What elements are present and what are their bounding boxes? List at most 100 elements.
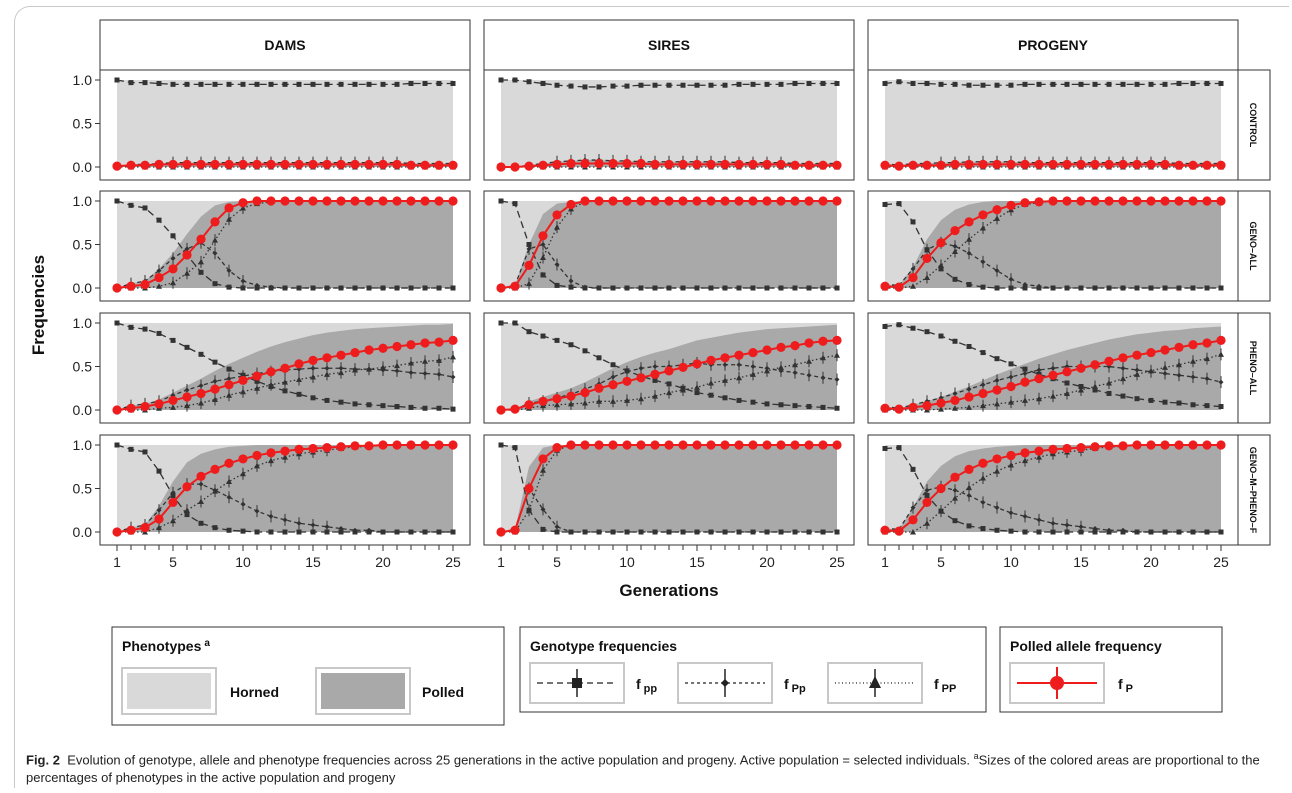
- x-tick-label-dams-25: 25: [445, 554, 461, 570]
- fP-point-pheno-all-progeny-17: [1118, 353, 1128, 363]
- fPp-point-geno-m-pheno-f-progeny-13: [1064, 522, 1070, 528]
- fP-point-pheno-all-sires-19: [762, 345, 772, 355]
- fP-point-geno-all-progeny-19: [1146, 196, 1156, 206]
- fpp-point-geno-all-progeny-0: [882, 201, 888, 207]
- fPp-point-pheno-all-dams-24: [450, 374, 456, 380]
- fpp-point-geno-all-progeny-10: [1022, 285, 1028, 291]
- fP-point-geno-all-sires-1: [510, 281, 520, 291]
- fP-point-control-progeny-2: [908, 160, 918, 170]
- fPp-point-geno-all-progeny-9: [1008, 276, 1014, 282]
- x-tick-label-sires-20: 20: [759, 554, 775, 570]
- fPP-point-pheno-all-dams-8: [226, 392, 232, 398]
- fPp-point-geno-m-pheno-f-dams-22: [422, 529, 428, 535]
- fPp-point-geno-all-progeny-2: [910, 266, 916, 272]
- horned-area-control-sires: [501, 80, 837, 167]
- fpp-point-control-dams-15: [324, 81, 330, 87]
- fP-point-geno-all-dams-22: [420, 196, 430, 206]
- fPp-point-pheno-all-sires-11: [652, 364, 658, 369]
- svg-text:fP: fP: [1118, 676, 1133, 695]
- fpp-point-control-progeny-5: [952, 81, 958, 87]
- fpp-point-control-dams-1: [128, 80, 134, 86]
- fpp-point-geno-m-pheno-f-dams-0: [114, 442, 120, 448]
- fPP-point-pheno-all-progeny-5: [952, 405, 958, 411]
- fPp-point-geno-m-pheno-f-progeny-9: [1008, 510, 1014, 516]
- fPp-point-pheno-all-progeny-8: [994, 377, 1000, 383]
- fPp-point-geno-m-pheno-f-dams-17: [352, 527, 358, 533]
- fP-point-pheno-all-dams-14: [308, 355, 318, 366]
- fpp-point-control-progeny-6: [966, 82, 972, 88]
- fpp-point-control-sires-6: [582, 84, 588, 90]
- fP-point-control-sires-6: [580, 158, 590, 169]
- fPP-point-pheno-all-progeny-21: [1176, 361, 1182, 368]
- fPp-point-geno-all-sires-19: [764, 285, 770, 291]
- fpp-point-control-progeny-13: [1064, 81, 1070, 87]
- fPp-point-pheno-all-dams-14: [310, 365, 316, 371]
- fP-point-control-dams-21: [406, 160, 416, 170]
- fP-point-pheno-all-dams-18: [364, 345, 374, 355]
- fP-point-pheno-all-dams-6: [196, 388, 206, 399]
- fP-point-geno-m-pheno-f-progeny-11: [1034, 446, 1044, 456]
- fP-point-pheno-all-dams-5: [182, 392, 192, 402]
- fpp-point-control-sires-10: [638, 82, 644, 88]
- fPP-point-pheno-all-dams-5: [184, 402, 190, 409]
- legend-phenotypes-mark: a: [204, 638, 210, 649]
- fpp-point-control-progeny-17: [1120, 81, 1126, 87]
- fP-point-geno-m-pheno-f-sires-19: [762, 440, 772, 450]
- fPp-point-geno-m-pheno-f-progeny-12: [1050, 520, 1056, 526]
- y-tick-label-control-0: 0.0: [73, 159, 93, 175]
- fPp-point-pheno-all-dams-21: [408, 370, 414, 376]
- fPp-point-geno-all-sires-4: [554, 262, 560, 268]
- x-tick-label-dams-10: 10: [235, 554, 251, 570]
- fpp-point-geno-m-pheno-f-progeny-0: [882, 445, 888, 451]
- fpp-point-control-progeny-23: [1204, 80, 1210, 86]
- fpp-point-geno-m-pheno-f-sires-0: [498, 442, 504, 448]
- fPP-point-pheno-all-sires-24: [834, 352, 840, 358]
- fPp-point-geno-all-sires-12: [666, 285, 672, 291]
- fP-point-geno-all-sires-23: [818, 196, 828, 206]
- fP-point-pheno-all-dams-4: [168, 395, 178, 406]
- fPp-point-geno-m-pheno-f-dams-13: [296, 520, 302, 526]
- fP-point-pheno-all-sires-6: [580, 388, 590, 398]
- fP-point-control-sires-21: [790, 160, 800, 170]
- fPp-point-pheno-all-dams-5: [184, 387, 190, 393]
- fP-point-geno-m-pheno-f-sires-9: [622, 440, 632, 450]
- fPP-point-pheno-all-sires-19: [764, 367, 770, 374]
- fpp-point-pheno-all-sires-8: [610, 362, 616, 368]
- fPp-point-geno-all-dams-5: [184, 246, 190, 252]
- fpp-point-geno-all-progeny-1: [896, 201, 902, 207]
- fPp-point-pheno-all-progeny-21: [1176, 372, 1182, 378]
- fP-point-control-progeny-14: [1076, 159, 1086, 169]
- fPp-point-pheno-all-dams-15: [324, 365, 330, 371]
- fPP-point-geno-all-sires-2: [526, 280, 532, 287]
- fPp-point-geno-m-pheno-f-sires-11: [652, 529, 658, 535]
- fP-point-pheno-all-progeny-18: [1132, 350, 1142, 360]
- fP-point-control-progeny-22: [1188, 160, 1198, 170]
- fP-point-control-progeny-15: [1090, 159, 1100, 169]
- fP-point-pheno-all-sires-2: [524, 400, 534, 410]
- fP-point-geno-all-progeny-3: [922, 253, 932, 264]
- fPP-point-pheno-all-progeny-19: [1148, 367, 1154, 374]
- fPp-point-geno-m-pheno-f-progeny-6: [966, 492, 972, 498]
- fPp-point-geno-all-sires-22: [806, 285, 812, 291]
- fpp-point-control-sires-14: [694, 82, 700, 88]
- fP-point-geno-all-sires-6: [580, 196, 590, 206]
- fPp-point-pheno-all-progeny-23: [1204, 376, 1210, 382]
- fPp-point-geno-m-pheno-f-dams-24: [450, 529, 456, 535]
- fPp-point-geno-all-dams-11: [268, 284, 274, 290]
- legend-genotypes: Genotype frequencies f pp f Pp f PP: [519, 626, 987, 713]
- fP-point-geno-m-pheno-f-progeny-9: [1006, 450, 1016, 461]
- fPP-point-geno-m-pheno-f-dams-4: [170, 517, 176, 524]
- fPp-point-geno-m-pheno-f-sires-18: [750, 529, 756, 535]
- fPP-point-geno-m-pheno-f-progeny-11: [1036, 454, 1042, 460]
- fpp-point-geno-all-sires-3: [540, 272, 546, 278]
- fPp-point-geno-all-progeny-20: [1162, 285, 1168, 291]
- fP-point-pheno-all-progeny-16: [1104, 356, 1114, 366]
- fpp-point-control-sires-5: [568, 83, 574, 89]
- fpp-point-pheno-all-dams-7: [212, 359, 218, 365]
- polled-area-geno-all-sires: [501, 201, 837, 288]
- fPP-point-pheno-all-sires-22: [806, 358, 812, 364]
- fP-point-geno-m-pheno-f-dams-0: [112, 527, 122, 537]
- svg-text:fpp: f pp: [636, 676, 657, 695]
- fPP-point-geno-all-progeny-2: [910, 283, 916, 289]
- fPP-point-pheno-all-sires-21: [792, 361, 798, 368]
